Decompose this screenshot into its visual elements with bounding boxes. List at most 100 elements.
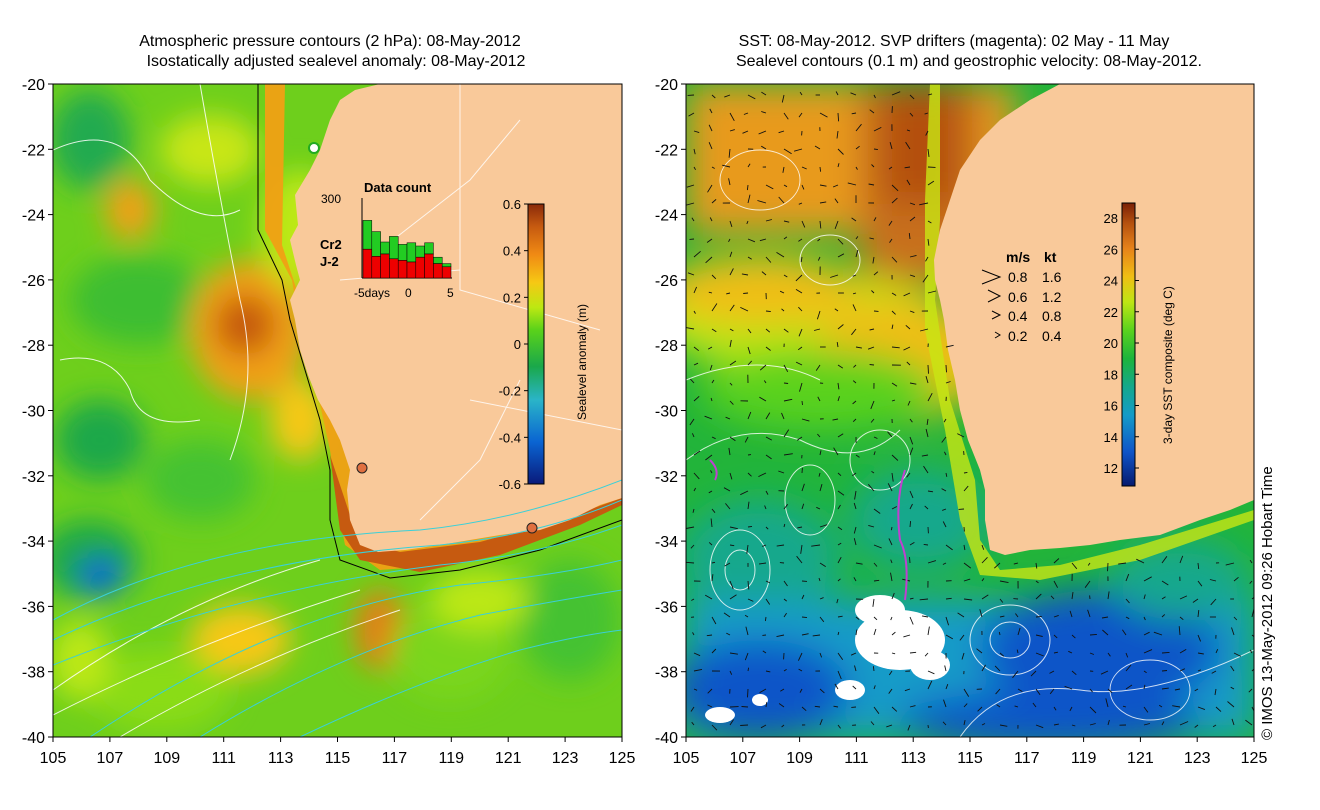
left-x-tick-label: 115 (325, 750, 351, 767)
right-y-tick-label: -28 (655, 338, 678, 355)
left-y-tick-label: -26 (22, 273, 45, 290)
left-y-tick-label: -28 (22, 338, 45, 355)
data-count-inset: Data count 300 Cr2 J-2 -5days 0 5 (320, 180, 454, 300)
sst-colorbar-tick: 28 (1104, 211, 1118, 226)
sst-colorbar-tick: 26 (1104, 242, 1118, 257)
bar-cr2 (415, 245, 425, 258)
right-x-tick-label: 109 (786, 750, 813, 767)
left-y-tick-label: -30 (22, 404, 45, 421)
left-y-axis: -20 -22 -24 -26 -28 -30 -32 -34 -36 -38 -40 (22, 77, 53, 747)
velocity-legend-kt-header: kt (1044, 249, 1057, 265)
sst-colorbar-tick: 18 (1104, 367, 1118, 382)
right-x-tick-label: 121 (1127, 750, 1154, 767)
left-x-tick-label: 111 (212, 750, 236, 767)
sla-colorbar-tick: -0.6 (499, 477, 521, 492)
bar-j2 (424, 253, 434, 279)
australia-land-sst (934, 84, 1254, 555)
sla-colorbar-tick: 0.6 (503, 197, 521, 212)
velocity-1-kt: 1.2 (1042, 289, 1062, 305)
right-x-tick-label: 117 (1014, 750, 1040, 767)
bar-j2 (371, 256, 381, 279)
right-x-tick-label: 111 (844, 750, 868, 767)
left-y-tick-label: -36 (22, 599, 45, 616)
left-x-tick-label: 113 (268, 750, 294, 767)
right-y-tick-label: -20 (655, 77, 678, 94)
right-x-tick-label: 123 (1184, 750, 1211, 767)
inset-bars (362, 220, 452, 279)
sst-colorbar-label: 3-day SST composite (deg C) (1161, 286, 1175, 444)
velocity-legend: m/s kt 0.8 1.6 0.6 1.2 0.4 0.8 0.2 0.4 (981, 249, 1062, 344)
right-x-tick-label: 115 (957, 750, 983, 767)
velocity-3-ms: 0.2 (1008, 328, 1028, 344)
arrow-0-2-icon (994, 331, 1001, 339)
left-x-axis: 105 107 109 111 113 115 117 119 121 123 125 (40, 737, 636, 767)
bar-cr2 (433, 256, 443, 264)
inset-xlabel-start: -5days (354, 286, 390, 300)
right-x-tick-label: 113 (900, 750, 926, 767)
left-y-tick-label: -32 (22, 469, 45, 486)
bar-cr2 (389, 236, 399, 260)
bar-j2 (362, 248, 373, 279)
velocity-2-ms: 0.4 (1008, 308, 1028, 324)
left-panel: Atmospheric pressure contours (2 hPa): 0… (22, 33, 636, 767)
sla-colorbar: 0.6 0.4 0.2 0 -0.2 -0.4 -0.6 Sealevel anomaly … (499, 197, 589, 492)
sst-colorbar-tick: 24 (1104, 274, 1118, 289)
right-y-tick-label: -30 (655, 404, 678, 421)
legend-cr2: Cr2 (320, 237, 342, 252)
sla-colorbar-label: Sealevel anomaly (m) (575, 304, 589, 420)
sst-colorbar-tick: 22 (1104, 305, 1118, 320)
right-y-tick-label: -32 (655, 469, 678, 486)
left-y-tick-label: -40 (22, 730, 45, 747)
left-title-line2: Isostatically adjusted sealevel anomaly:… (147, 53, 526, 70)
right-title-line1: SST: 08-May-2012. SVP drifters (magenta)… (739, 33, 1170, 50)
right-y-tick-label: -38 (655, 665, 678, 682)
left-x-tick-label: 125 (609, 750, 636, 767)
sla-colorbar-tick: -0.2 (499, 384, 521, 399)
bar-cr2 (362, 220, 373, 250)
left-x-tick-label: 109 (153, 750, 180, 767)
right-y-tick-label: -40 (655, 730, 678, 747)
right-x-tick-label: 105 (673, 750, 700, 767)
sla-colorbar-tick: -0.4 (499, 430, 521, 445)
left-y-tick-label: -20 (22, 77, 45, 94)
left-x-tick-label: 107 (97, 750, 124, 767)
bar-j2 (389, 258, 399, 279)
right-panel: SST: 08-May-2012. SVP drifters (magenta)… (655, 33, 1268, 767)
arrow-0-4-icon (991, 310, 1002, 320)
bar-cr2 (371, 231, 381, 257)
sst-colorbar-tick: 12 (1104, 461, 1118, 476)
sla-colorbar-tick: 0.2 (503, 290, 521, 305)
sst-colorbar-tick: 14 (1104, 430, 1118, 445)
bar-cr2 (397, 244, 408, 261)
right-x-tick-label: 107 (729, 750, 756, 767)
right-x-tick-label: 125 (1241, 750, 1268, 767)
right-y-axis: -20 -22 -24 -26 -28 -30 -32 -34 -36 -38 -40 (655, 77, 686, 747)
bar-cr2 (380, 241, 390, 255)
sst-colorbar-tick: 16 (1104, 399, 1118, 414)
velocity-2-kt: 0.8 (1042, 308, 1062, 324)
sst-colorbar: 28 26 24 22 20 18 16 14 12 3-day SST composite (… (1104, 202, 1175, 487)
sla-colorbar-tick: 0.4 (503, 244, 521, 259)
bar-j2 (406, 261, 417, 279)
sst-map (686, 84, 1254, 737)
right-x-tick-label: 119 (1071, 750, 1097, 767)
bar-cr2 (406, 242, 417, 263)
bar-j2 (380, 253, 390, 279)
velocity-0-ms: 0.8 (1008, 269, 1028, 285)
sst-colorbar-tick: 20 (1104, 336, 1118, 351)
left-y-tick-label: -24 (22, 208, 45, 225)
left-x-tick-label: 117 (382, 750, 408, 767)
inset-title: Data count (364, 180, 432, 195)
bar-cr2 (441, 263, 452, 268)
left-y-tick-label: -38 (22, 665, 45, 682)
left-y-tick-label: -34 (22, 534, 45, 551)
velocity-3-kt: 0.4 (1042, 328, 1062, 344)
left-x-tick-label: 123 (552, 750, 579, 767)
left-y-tick-label: -22 (22, 142, 45, 159)
left-title-line1: Atmospheric pressure contours (2 hPa): 0… (139, 33, 521, 50)
bar-j2 (397, 260, 408, 279)
right-y-tick-label: -36 (655, 599, 678, 616)
bar-j2 (415, 256, 425, 279)
velocity-1-ms: 0.6 (1008, 289, 1028, 305)
